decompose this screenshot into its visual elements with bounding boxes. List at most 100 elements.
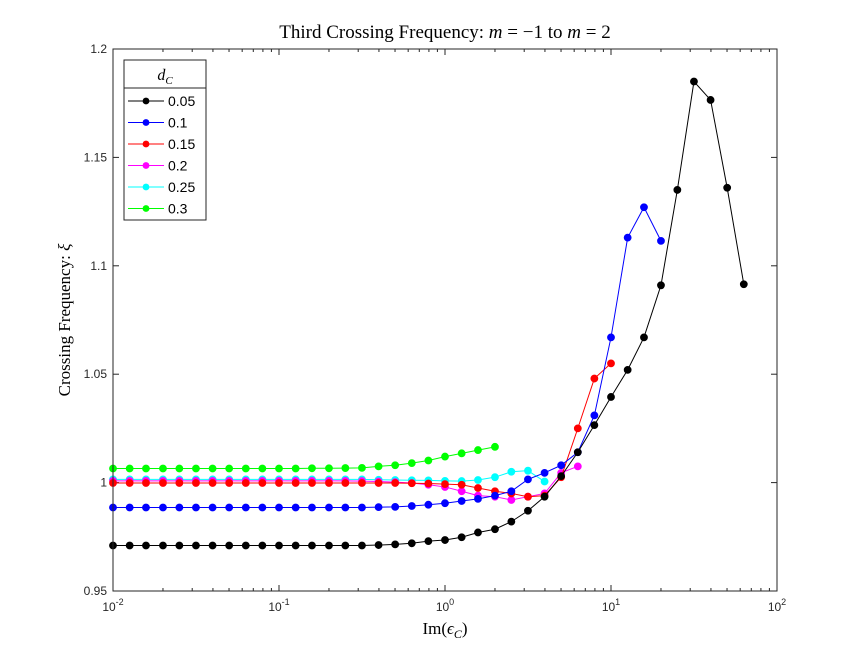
data-point: [424, 456, 433, 465]
y-axis-label: Crossing Frequency: ξ: [55, 243, 74, 396]
data-point: [590, 421, 599, 430]
data-point: [374, 462, 383, 471]
y-tick-label: 1: [100, 476, 107, 490]
x-axis-label: Im(ϵC): [422, 619, 467, 641]
data-point: [491, 525, 499, 534]
chart-title: Third Crossing Frequency: m = −1 to m = …: [279, 22, 610, 43]
data-point: [540, 468, 549, 477]
data-point: [308, 479, 316, 487]
data-point: [706, 96, 715, 104]
data-point: [192, 479, 200, 487]
legend-marker: [142, 140, 150, 148]
data-point: [607, 333, 615, 342]
data-point: [407, 459, 416, 467]
data-point: [573, 448, 582, 457]
data-point: [341, 503, 350, 512]
data-point: [258, 464, 267, 473]
data-point: [657, 236, 665, 245]
data-point: [208, 541, 217, 550]
data-point: [623, 233, 632, 242]
data-point: [275, 503, 283, 512]
data-point: [424, 537, 433, 546]
data-point: [175, 541, 184, 550]
data-point: [657, 281, 665, 290]
data-point: [225, 503, 234, 512]
data-point: [407, 479, 416, 488]
data-point: [258, 541, 267, 550]
data-point: [358, 503, 366, 512]
data-point: [407, 502, 416, 510]
data-point: [540, 492, 549, 501]
data-point: [607, 359, 615, 368]
data-point: [491, 473, 499, 482]
legend-label: 0.3: [168, 201, 188, 217]
series-group: [109, 77, 748, 550]
legend-entry: 0.2: [128, 158, 188, 174]
series-0.05: [109, 77, 748, 550]
data-point: [142, 464, 150, 473]
data-point: [391, 502, 400, 511]
data-point: [125, 503, 134, 512]
data-point: [507, 496, 516, 504]
data-point: [192, 503, 200, 512]
data-point: [507, 467, 516, 476]
data-point: [358, 479, 366, 487]
legend: dC 0.05 0.1 0.15 0.2 0.25 0.3: [123, 59, 207, 221]
data-point: [125, 541, 134, 550]
data-point: [159, 464, 167, 473]
data-point: [491, 491, 499, 500]
data-point: [474, 494, 482, 503]
data-point: [457, 487, 466, 496]
data-point: [491, 442, 499, 451]
data-point: [275, 541, 283, 550]
data-point: [640, 203, 648, 212]
data-point: [424, 479, 433, 488]
data-point: [474, 476, 482, 484]
data-point: [557, 472, 566, 481]
data-point: [391, 461, 400, 470]
data-point: [457, 449, 466, 458]
axes-box: [112, 48, 778, 592]
data-point: [374, 479, 383, 487]
legend-entry: 0.1: [128, 115, 188, 131]
data-point: [557, 461, 566, 470]
data-point: [573, 424, 582, 433]
data-point: [325, 541, 333, 550]
data-point: [441, 480, 449, 489]
data-point: [640, 333, 648, 342]
data-point: [374, 541, 383, 549]
legend-marker: [142, 119, 150, 126]
data-point: [225, 541, 234, 550]
data-point: [623, 365, 632, 374]
data-point: [325, 503, 333, 512]
x-tick-label: 10-2: [102, 597, 123, 614]
legend-label: 0.2: [168, 158, 188, 174]
data-point: [241, 464, 250, 473]
legend-entries: 0.05 0.1 0.15 0.2 0.25 0.3: [128, 93, 195, 217]
data-point: [457, 497, 466, 505]
data-point: [341, 464, 350, 472]
y-tick-label: 0.95: [84, 584, 108, 598]
legend-title: dC: [157, 67, 173, 87]
data-point: [291, 541, 300, 550]
legend-box: [123, 59, 207, 221]
data-point: [291, 479, 300, 487]
legend-label: 0.1: [168, 115, 188, 131]
data-point: [524, 492, 532, 501]
data-point: [524, 506, 532, 515]
data-point: [291, 464, 300, 473]
data-point: [457, 533, 466, 542]
data-point: [192, 541, 200, 550]
x-tick-label: 100: [436, 597, 454, 614]
data-point: [391, 540, 400, 549]
y-tick-label: 1.05: [84, 367, 108, 381]
data-point: [673, 186, 682, 194]
legend-marker: [142, 162, 150, 169]
legend-marker: [142, 205, 150, 212]
data-point: [291, 503, 300, 512]
data-point: [457, 480, 466, 489]
data-point: [590, 411, 599, 420]
legend-entry: 0.3: [128, 201, 188, 217]
data-point: [208, 479, 217, 487]
